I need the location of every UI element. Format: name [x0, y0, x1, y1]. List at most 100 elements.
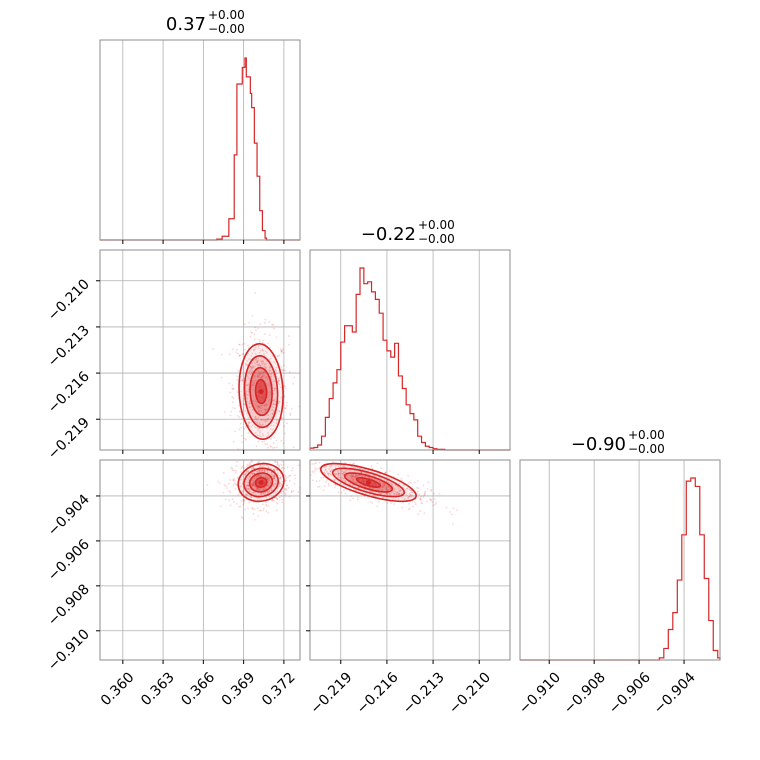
sample-point — [397, 487, 400, 490]
sample-point — [283, 474, 286, 477]
sample-point — [251, 507, 253, 509]
sample-point — [268, 372, 271, 375]
sample-point — [257, 410, 260, 413]
sample-point — [420, 499, 423, 502]
sample-point — [389, 494, 392, 497]
sample-point — [383, 484, 386, 487]
sample-point — [280, 349, 283, 352]
sample-point — [254, 400, 257, 403]
sample-point — [337, 474, 340, 477]
sample-point — [236, 391, 239, 393]
sample-point — [259, 423, 262, 426]
sample-point — [242, 353, 245, 356]
sample-point — [246, 493, 249, 496]
sample-point — [254, 416, 257, 419]
sample-point — [274, 491, 277, 494]
sample-point — [268, 366, 271, 369]
sample-point — [264, 366, 267, 368]
sample-point — [238, 343, 241, 346]
sample-point — [434, 503, 437, 506]
sample-point — [324, 472, 327, 475]
sample-point — [254, 352, 257, 355]
sample-point — [260, 470, 263, 472]
sample-point — [340, 478, 343, 481]
y-tick-label: −0.906 — [45, 536, 93, 584]
sample-point — [247, 377, 250, 380]
sample-point — [449, 511, 451, 513]
sample-point — [240, 390, 243, 393]
sample-point — [281, 480, 284, 483]
sample-point — [285, 487, 287, 490]
sample-point — [245, 484, 248, 487]
sample-point — [354, 475, 357, 478]
sample-point — [419, 497, 422, 500]
sample-point — [243, 342, 246, 345]
sample-point — [260, 465, 262, 468]
sample-point — [355, 474, 358, 477]
sample-point — [353, 476, 356, 478]
sample-point — [230, 466, 233, 469]
sample-point — [262, 352, 265, 355]
sample-point — [284, 475, 287, 478]
sample-point — [242, 500, 245, 502]
sample-point — [232, 388, 235, 390]
sample-point — [327, 473, 329, 475]
sample-point — [328, 484, 330, 487]
sample-point — [356, 498, 359, 501]
x-tick-label: 0.372 — [259, 669, 299, 709]
sample-point — [351, 478, 354, 481]
sample-point — [251, 384, 254, 386]
sample-point — [351, 480, 354, 482]
sample-point — [239, 410, 242, 413]
sample-point — [433, 492, 436, 495]
sample-point — [274, 460, 276, 463]
sample-point — [404, 488, 407, 491]
sample-point — [259, 373, 262, 375]
sample-point — [278, 465, 280, 468]
sample-point — [243, 466, 246, 469]
sample-point — [452, 507, 455, 510]
x-tick-label: −0.910 — [516, 669, 564, 717]
sample-point — [255, 417, 257, 420]
sample-point — [283, 394, 286, 397]
sample-point — [445, 506, 448, 509]
sample-point — [363, 495, 366, 498]
sample-point — [260, 360, 263, 362]
sample-point — [282, 369, 285, 371]
sample-point — [250, 496, 253, 499]
sample-point — [334, 478, 337, 481]
sample-point — [266, 471, 269, 474]
sample-point — [273, 387, 276, 390]
sample-point — [229, 461, 231, 463]
sample-point — [263, 365, 266, 368]
sample-point — [307, 476, 309, 478]
sample-point — [267, 414, 270, 417]
sample-point — [352, 474, 355, 477]
sample-point — [246, 451, 248, 453]
sample-point — [398, 492, 401, 495]
sample-point — [261, 469, 264, 472]
sample-point — [236, 502, 238, 505]
sample-point — [283, 432, 286, 435]
contour-center — [258, 388, 264, 395]
sample-point — [334, 484, 337, 486]
sample-point — [326, 479, 329, 481]
sample-point — [280, 396, 282, 399]
sample-point — [247, 487, 250, 490]
sample-point — [283, 491, 286, 494]
sample-point — [396, 491, 399, 494]
sample-point — [247, 371, 250, 374]
sample-point — [251, 482, 254, 484]
sample-point — [243, 499, 246, 501]
sample-point — [241, 343, 244, 346]
sample-point — [264, 488, 266, 491]
sample-point — [257, 454, 259, 456]
sample-point — [274, 482, 277, 485]
sample-point — [279, 348, 282, 350]
sample-point — [247, 507, 250, 510]
x-tick-label: 0.369 — [219, 669, 259, 709]
sample-point — [264, 408, 266, 411]
sample-point — [415, 486, 418, 489]
sample-point — [337, 472, 340, 475]
sample-point — [342, 472, 345, 475]
